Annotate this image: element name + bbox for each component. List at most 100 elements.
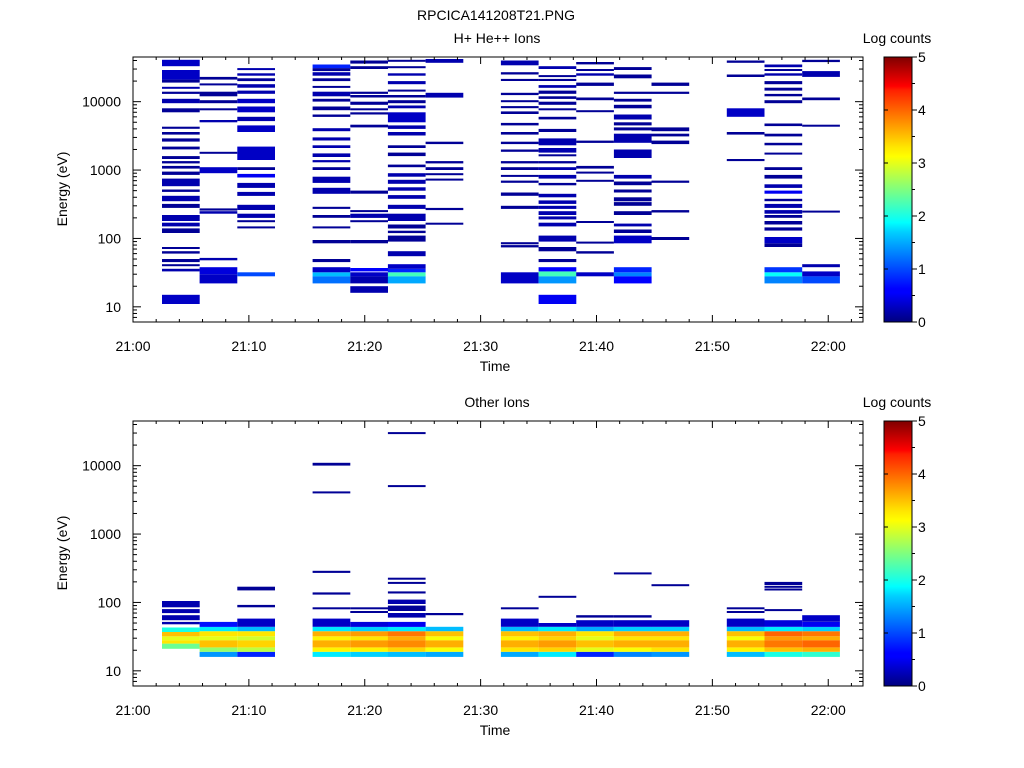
heatmap-cell bbox=[387, 626, 426, 632]
heatmap-cell bbox=[312, 78, 351, 82]
heatmap-cell bbox=[237, 272, 275, 277]
y-axis-label: Energy (eV) bbox=[54, 152, 70, 227]
heatmap-cell bbox=[425, 647, 464, 652]
heatmap-cell bbox=[500, 167, 539, 170]
heatmap-cell bbox=[613, 636, 652, 641]
heatmap-cell bbox=[350, 108, 388, 111]
heatmap-cell bbox=[764, 87, 803, 91]
heatmap-cell bbox=[162, 59, 200, 67]
colorbar: Log counts 0 1 2 3 4 5 bbox=[863, 394, 932, 694]
heatmap-cell bbox=[764, 203, 803, 208]
heatmap-cell bbox=[576, 651, 614, 657]
heatmap-cell bbox=[312, 592, 351, 595]
heatmap-cell bbox=[538, 138, 577, 146]
colorbar-label: Log counts bbox=[863, 394, 932, 410]
heatmap-cell bbox=[162, 609, 200, 614]
heatmap-cell bbox=[538, 640, 577, 648]
heatmap-cell bbox=[500, 242, 539, 245]
heatmap-cell bbox=[651, 237, 690, 240]
plot-frame bbox=[132, 56, 864, 323]
colorbar-ticks: 0 1 2 3 4 5 bbox=[884, 413, 926, 694]
y-tick-label: 100 bbox=[98, 594, 122, 610]
y-tick-label: 10000 bbox=[82, 94, 121, 110]
heatmap-cell bbox=[387, 213, 426, 221]
heatmap-cell bbox=[425, 178, 464, 181]
heatmap-cell bbox=[387, 651, 426, 657]
heatmap-cell bbox=[162, 632, 200, 637]
x-tick-label: 21:00 bbox=[115, 702, 150, 718]
heatmap-cell bbox=[538, 161, 577, 164]
heatmap-cell bbox=[237, 182, 275, 188]
heatmap-cell bbox=[576, 69, 614, 71]
heatmap-cell bbox=[425, 613, 464, 616]
heatmap-cell bbox=[764, 581, 803, 585]
heatmap-cell bbox=[237, 220, 275, 223]
heatmap-cell bbox=[802, 631, 840, 637]
heatmap-cell bbox=[764, 210, 803, 214]
heatmap-cell bbox=[764, 636, 803, 641]
heatmap-cell bbox=[651, 91, 690, 94]
y-tick-label: 1000 bbox=[90, 526, 121, 542]
heatmap-cell bbox=[425, 173, 464, 176]
heatmap-cell bbox=[764, 152, 803, 155]
heatmap-cell bbox=[613, 98, 652, 102]
heatmap-cell bbox=[387, 125, 426, 129]
colorbar-tick-label: 4 bbox=[918, 466, 926, 482]
heatmap-cell bbox=[726, 74, 765, 77]
heatmap-cell bbox=[199, 91, 238, 97]
heatmap-cell bbox=[312, 491, 351, 494]
heatmap-cell bbox=[312, 276, 351, 284]
heatmap-cell bbox=[350, 240, 388, 244]
heatmap-cell bbox=[387, 636, 426, 641]
heatmap-cell bbox=[312, 636, 351, 641]
heatmap-cell bbox=[764, 631, 803, 637]
heatmap-cell bbox=[387, 152, 426, 157]
heatmap-cell bbox=[387, 179, 426, 184]
heatmap-cell bbox=[538, 85, 577, 88]
heatmap-cell bbox=[538, 90, 577, 94]
colorbar: Log counts 0 1 2 3 4 5 bbox=[863, 30, 932, 330]
heatmap-cell bbox=[500, 618, 539, 627]
heatmap-cell bbox=[387, 204, 426, 209]
heatmap-cell bbox=[802, 647, 840, 652]
heatmap-cell bbox=[538, 205, 577, 209]
heatmap-cell bbox=[726, 159, 765, 162]
heatmap-cell bbox=[162, 165, 200, 169]
heatmap-cell bbox=[651, 82, 690, 86]
panel-h-he-ions: H+ He++ Ions 21:00 21:10 21:20 21:30 21:40 21… bbox=[54, 30, 931, 374]
panel-title: Other Ions bbox=[464, 394, 529, 410]
heatmap-cell bbox=[576, 62, 614, 65]
heatmap-cell bbox=[651, 127, 690, 132]
heatmap-cell bbox=[237, 125, 275, 132]
heatmap-cell bbox=[350, 626, 388, 632]
heatmap-cell bbox=[312, 137, 351, 141]
heatmap-cell bbox=[350, 190, 388, 194]
heatmap-cell bbox=[237, 651, 275, 657]
heatmap-cell bbox=[500, 92, 539, 96]
heatmap-cell bbox=[387, 268, 426, 273]
x-tick-label: 21:10 bbox=[231, 702, 266, 718]
heatmap-cell bbox=[199, 108, 238, 111]
heatmap-cell bbox=[162, 98, 200, 104]
heatmap-cell bbox=[387, 59, 426, 62]
heatmap-cell bbox=[312, 647, 351, 652]
colorbar-tick-label: 3 bbox=[918, 519, 926, 535]
heatmap-cell bbox=[802, 636, 840, 641]
heatmap-cell bbox=[802, 59, 840, 63]
heatmap-cell bbox=[237, 73, 275, 76]
heatmap-cell bbox=[162, 215, 200, 221]
colorbar-tick-label: 0 bbox=[918, 678, 926, 694]
heatmap-cell bbox=[576, 620, 614, 627]
heatmap-cell bbox=[387, 224, 426, 229]
heatmap-cell bbox=[387, 95, 426, 98]
heatmap-cell bbox=[613, 202, 652, 206]
heatmap-cell bbox=[764, 167, 803, 170]
heatmap-cell bbox=[312, 206, 351, 209]
x-axis: 21:00 21:10 21:20 21:30 21:40 21:50 22:00 bbox=[115, 421, 852, 718]
heatmap-cell bbox=[387, 145, 426, 148]
heatmap-cell bbox=[350, 607, 388, 610]
colorbar-tick-label: 2 bbox=[918, 572, 926, 588]
heatmap-cell bbox=[162, 161, 200, 164]
heatmap-cell bbox=[538, 148, 577, 153]
heatmap-cell bbox=[162, 627, 200, 632]
